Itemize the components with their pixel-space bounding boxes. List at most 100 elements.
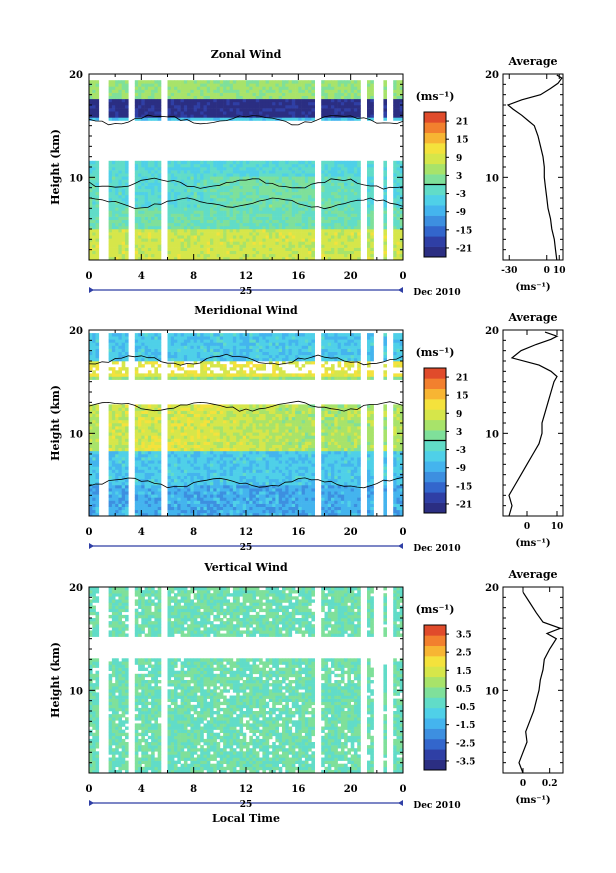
- heatmap-cell: [242, 167, 247, 171]
- heatmap-cell: [298, 216, 302, 220]
- heatmap-cell: [350, 207, 355, 211]
- heatmap-cell: [295, 167, 299, 171]
- heatmap-cell: [121, 478, 126, 483]
- heatmap-cell: [118, 506, 122, 511]
- heatmap-cell: [298, 232, 302, 236]
- heatmap-cell: [108, 404, 113, 408]
- heatmap-cell: [141, 114, 145, 118]
- heatmap-cell: [298, 250, 302, 255]
- heatmap-cell: [147, 244, 152, 248]
- heatmap-cell: [157, 333, 162, 337]
- heatmap-cell: [370, 241, 374, 245]
- heatmap-cell: [311, 219, 315, 224]
- heatmap-cell: [92, 176, 96, 180]
- heatmap-cell: [223, 83, 227, 87]
- heatmap-cell: [183, 416, 188, 421]
- heatmap-cell: [187, 463, 191, 467]
- heatmap-cell: [324, 111, 329, 115]
- heatmap-cell: [347, 238, 351, 242]
- heatmap-cell: [324, 167, 329, 171]
- heatmap-cell: [265, 241, 270, 245]
- heatmap-cell: [147, 114, 152, 118]
- heatmap-cell: [144, 500, 149, 504]
- heatmap-cell: [111, 419, 116, 424]
- heatmap-cell: [151, 410, 155, 414]
- heatmap-cell: [167, 117, 172, 121]
- heatmap-cell: [187, 201, 191, 205]
- heatmap-cell: [331, 213, 335, 217]
- heatmap-cell: [200, 86, 204, 90]
- heatmap-cell: [321, 201, 325, 205]
- heatmap-cell: [111, 225, 116, 230]
- heatmap-cell: [226, 201, 230, 205]
- heatmap-cell: [308, 86, 312, 90]
- heatmap-cell: [321, 176, 325, 180]
- heatmap-cell: [151, 182, 155, 186]
- heatmap-cell: [134, 222, 139, 227]
- heatmap-cell: [331, 256, 335, 261]
- heatmap-cell: [138, 509, 142, 514]
- heatmap-cell: [350, 238, 355, 242]
- heatmap-cell: [154, 163, 158, 168]
- heatmap-cell: [187, 207, 191, 211]
- heatmap-cell: [154, 475, 158, 480]
- heatmap-cell: [324, 229, 329, 233]
- heatmap-cell: [223, 188, 227, 193]
- heatmap-cell: [206, 235, 211, 239]
- heatmap-cell: [118, 438, 122, 442]
- heatmap-cell: [108, 219, 113, 224]
- heatmap-cell: [134, 191, 139, 196]
- heatmap-cell: [167, 376, 172, 380]
- heatmap-cell: [187, 435, 191, 439]
- heatmap-cell: [138, 241, 142, 245]
- heatmap-cell: [298, 213, 302, 217]
- heatmap-cell: [340, 98, 345, 103]
- heatmap-cell: [268, 98, 273, 103]
- heatmap-cell: [340, 160, 345, 165]
- heatmap-cell: [229, 114, 234, 118]
- heatmap-cell: [115, 167, 119, 171]
- heatmap-cell: [337, 176, 342, 180]
- heatmap-cell: [108, 92, 113, 96]
- heatmap-cell: [236, 210, 240, 214]
- heatmap-cell: [190, 497, 194, 501]
- heatmap-cell: [213, 210, 217, 214]
- heatmap-cell: [353, 238, 358, 242]
- heatmap-cell: [321, 179, 325, 183]
- heatmap-cell: [154, 160, 158, 165]
- heatmap-cell: [190, 108, 194, 112]
- heatmap-cell: [177, 173, 181, 177]
- heatmap-cell: [229, 101, 234, 106]
- heatmap-cell: [187, 83, 191, 87]
- heatmap-cell: [239, 191, 244, 196]
- heatmap-cell: [167, 108, 172, 112]
- heatmap-cell: [252, 111, 257, 115]
- heatmap-cell: [203, 89, 208, 93]
- heatmap-cell: [92, 101, 96, 106]
- heatmap-cell: [255, 225, 260, 230]
- heatmap-cell: [115, 194, 119, 199]
- heatmap-cell: [255, 89, 260, 93]
- heatmap-cell: [144, 256, 149, 261]
- heatmap-cell: [154, 361, 158, 365]
- heatmap-cell: [177, 170, 181, 174]
- heatmap-cell: [206, 83, 211, 87]
- heatmap-cell: [236, 201, 240, 205]
- heatmap-cell: [272, 222, 276, 227]
- heatmap-cell: [396, 241, 401, 245]
- heatmap-cell: [134, 469, 139, 473]
- heatmap-cell: [95, 423, 100, 427]
- heatmap-cell: [331, 95, 335, 100]
- heatmap-cell: [213, 176, 217, 180]
- heatmap-cell: [167, 98, 172, 103]
- heatmap-cell: [298, 173, 302, 177]
- heatmap-cell: [353, 182, 358, 186]
- heatmap-cell: [170, 333, 175, 337]
- heatmap-cell: [89, 435, 93, 439]
- heatmap-cell: [370, 182, 374, 186]
- heatmap-cell: [125, 447, 129, 452]
- heatmap-cell: [180, 222, 185, 227]
- heatmap-cell: [111, 198, 116, 202]
- heatmap-cell: [157, 460, 162, 464]
